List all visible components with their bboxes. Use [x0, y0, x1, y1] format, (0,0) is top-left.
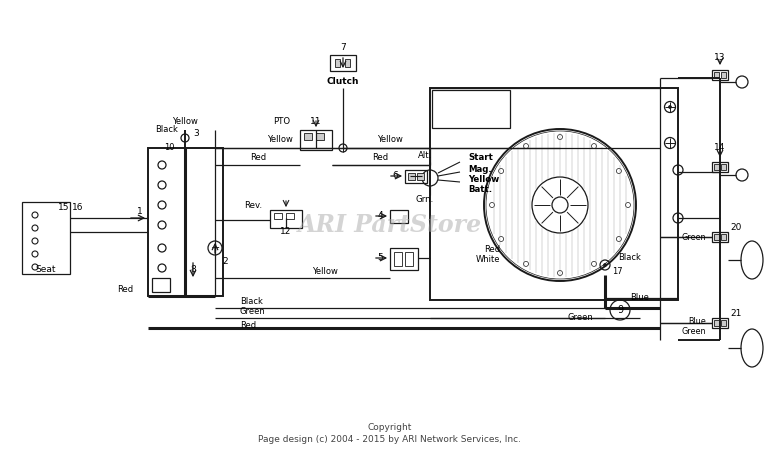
- Circle shape: [604, 263, 607, 267]
- Text: 12: 12: [280, 227, 292, 236]
- Bar: [714, 234, 719, 240]
- Text: 5: 5: [378, 254, 383, 262]
- Text: Copyright: Copyright: [368, 424, 412, 432]
- Text: PTO: PTO: [273, 118, 290, 127]
- Text: Seat: Seat: [36, 266, 56, 275]
- Bar: [274, 213, 282, 219]
- Text: Yellow: Yellow: [267, 135, 293, 144]
- Text: +: +: [211, 243, 220, 253]
- Text: 14: 14: [714, 143, 725, 153]
- Text: Red: Red: [250, 154, 266, 163]
- Text: Alt.: Alt.: [418, 150, 432, 160]
- Bar: [390, 248, 418, 270]
- Bar: [714, 164, 719, 170]
- Text: Yellow: Yellow: [172, 118, 198, 127]
- Bar: [721, 234, 726, 240]
- Bar: [345, 59, 350, 67]
- Text: 2: 2: [222, 257, 228, 267]
- Bar: [304, 133, 312, 140]
- Bar: [714, 320, 719, 326]
- Text: Rev.: Rev.: [244, 200, 262, 210]
- Bar: [432, 90, 510, 128]
- Text: Red: Red: [372, 154, 388, 163]
- Text: 7: 7: [340, 43, 346, 52]
- Text: Clutch: Clutch: [327, 78, 360, 86]
- Text: 1: 1: [137, 207, 143, 217]
- Text: White: White: [476, 255, 500, 264]
- Bar: [152, 278, 170, 292]
- Bar: [405, 252, 413, 266]
- Bar: [300, 130, 332, 150]
- Text: Start: Start: [468, 154, 493, 163]
- Text: 3: 3: [193, 128, 199, 137]
- Bar: [330, 55, 356, 71]
- Text: Red: Red: [240, 321, 256, 331]
- Text: Black: Black: [240, 297, 263, 306]
- Bar: [335, 59, 340, 67]
- Text: Green: Green: [682, 327, 706, 337]
- Bar: [714, 72, 719, 78]
- Text: 13: 13: [714, 54, 725, 63]
- Text: 11: 11: [310, 118, 321, 127]
- Bar: [270, 210, 302, 228]
- Text: Yellow: Yellow: [468, 175, 499, 184]
- Circle shape: [552, 197, 568, 213]
- Bar: [430, 88, 678, 300]
- Text: Blue: Blue: [630, 293, 650, 303]
- Bar: [417, 173, 424, 180]
- Ellipse shape: [741, 329, 763, 367]
- Text: 16: 16: [72, 204, 83, 212]
- Text: 6: 6: [392, 171, 398, 181]
- Text: Green: Green: [567, 313, 593, 323]
- Text: Mag.: Mag.: [468, 164, 491, 174]
- Bar: [405, 170, 427, 183]
- Bar: [148, 148, 223, 296]
- Text: Grn.: Grn.: [416, 196, 434, 205]
- Bar: [408, 173, 415, 180]
- Bar: [712, 318, 728, 328]
- Text: 20: 20: [730, 224, 741, 233]
- Text: 10: 10: [165, 143, 175, 153]
- Text: 21: 21: [730, 310, 741, 318]
- Text: Red: Red: [117, 285, 133, 295]
- Circle shape: [668, 106, 672, 108]
- Bar: [712, 232, 728, 242]
- Text: Blue: Blue: [688, 318, 706, 326]
- Ellipse shape: [741, 241, 763, 279]
- Text: Green: Green: [682, 234, 706, 242]
- Bar: [721, 164, 726, 170]
- Text: 4: 4: [378, 212, 383, 220]
- Bar: [712, 70, 728, 80]
- Text: Black: Black: [155, 126, 178, 134]
- Text: Green: Green: [240, 307, 266, 317]
- Text: Red: Red: [484, 246, 500, 255]
- Text: Yellow: Yellow: [377, 135, 403, 144]
- Text: Batt.: Batt.: [468, 184, 492, 193]
- Text: 17: 17: [612, 268, 622, 276]
- Bar: [286, 213, 294, 219]
- Text: 9: 9: [617, 305, 623, 315]
- Text: ARI PartStore: ARI PartStore: [298, 213, 482, 237]
- Bar: [712, 162, 728, 172]
- Text: 8: 8: [190, 266, 196, 275]
- Text: Page design (c) 2004 - 2015 by ARI Network Services, Inc.: Page design (c) 2004 - 2015 by ARI Netwo…: [258, 436, 522, 445]
- Bar: [721, 72, 726, 78]
- Bar: [390, 210, 408, 223]
- Bar: [721, 320, 726, 326]
- Text: Yellow: Yellow: [312, 268, 338, 276]
- Text: Black: Black: [618, 254, 641, 262]
- Text: 15: 15: [58, 204, 69, 212]
- Bar: [316, 133, 324, 140]
- Bar: [22, 202, 70, 274]
- Bar: [394, 252, 402, 266]
